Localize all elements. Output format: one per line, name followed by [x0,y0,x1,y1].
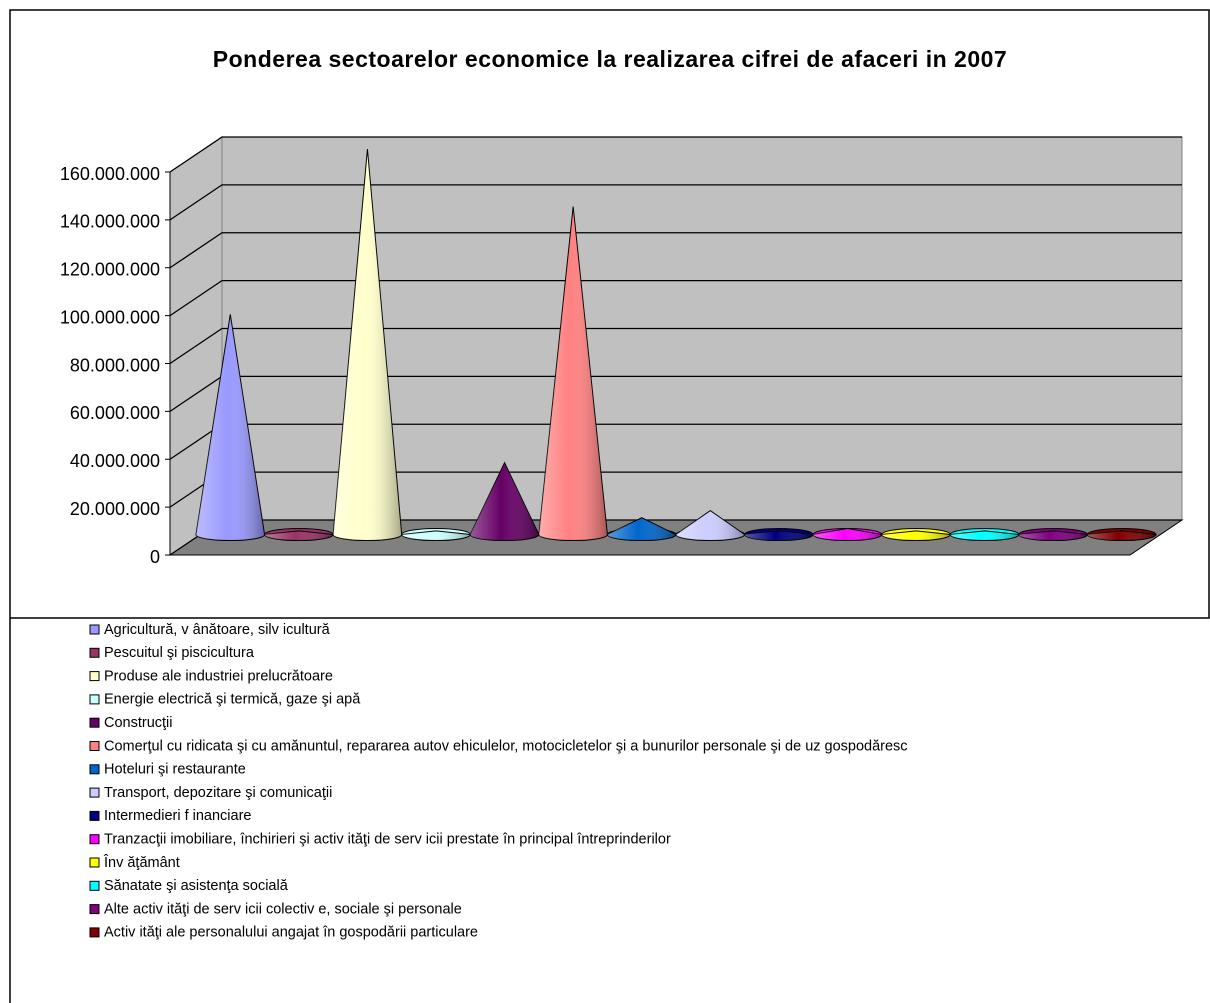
legend-swatch [89,857,100,868]
cone-shade [744,530,814,541]
frame [9,9,1210,1003]
cone-shade [950,530,1019,541]
legend-swatch [89,927,100,938]
y-tick-label: 80.000.000 [70,355,160,375]
legend-label: Activ ităţi ale personalului angajat în … [104,925,478,941]
chart-title: Ponderea sectoarelor economice la realiz… [212,46,1008,72]
cone-shade [470,462,539,541]
grid-line [169,184,1182,221]
legend-swatch [89,880,100,891]
legend-swatch [89,671,100,682]
y-tick-label: 40.000.000 [70,451,160,471]
grid-line [169,327,1182,365]
y-tick-label: 20.000.000 [70,499,160,519]
legend-label: Produse ale industriei prelucrătoare [104,668,333,684]
legend-swatch [89,694,100,705]
legend-label: Înv ăţământ [103,854,180,871]
cone-shade [607,517,676,541]
y-tick-label: 0 [150,547,160,567]
cone-shade [333,149,402,541]
legend-swatch [89,904,100,915]
cone-shade [538,206,608,541]
legend-label: Pescuitul şi piscicultura [104,645,255,661]
legend-label: Intermedieri f inanciare [104,808,252,824]
legend-label: Comerţul cu ridicata şi cu amănuntul, re… [104,738,908,754]
y-tick-label: 160.000.000 [60,164,160,184]
cone-shade [264,530,334,541]
cone-shade [881,530,951,541]
legend-swatch [89,741,100,751]
legend-swatch [89,787,100,798]
legend-label: Agricultură, v ânătoare, silv icultură [104,622,331,638]
legend-label: Construcţii [104,715,173,731]
legend-swatch [89,624,100,635]
cone-shade [813,528,882,541]
y-tick-label: 100.000.000 [60,307,160,327]
legend-swatch [89,834,100,845]
legend-swatch [89,647,100,658]
grid-line [169,232,1182,269]
legend-label: Alte activ ităţi de serv icii colectiv e… [104,901,462,917]
legend-swatch [89,717,100,728]
legend-swatch [89,810,100,821]
cone-shade [1087,530,1156,541]
cone-shade [1018,530,1088,541]
y-tick-label: 60.000.000 [70,403,160,423]
cone-shade [196,314,265,541]
legend-label: Hoteluri şi restaurante [104,762,246,778]
cone-shade [676,510,745,541]
legend-label: Transport, depozitare şi comunicaţii [104,785,332,801]
legend-label: Energie electrică şi termică, gaze şi ap… [104,692,361,708]
y-tick-label: 120.000.000 [60,260,160,280]
legend-label: Sănatate şi asistenţa socială [104,878,289,894]
cone-shade [401,530,471,541]
grid-line [169,136,1182,173]
grid-line [169,279,1182,317]
legend-swatch [89,764,100,775]
legend-label: Tranzacţii imobiliare, închirieri şi act… [104,832,671,848]
y-tick-label: 140.000.000 [60,212,160,232]
